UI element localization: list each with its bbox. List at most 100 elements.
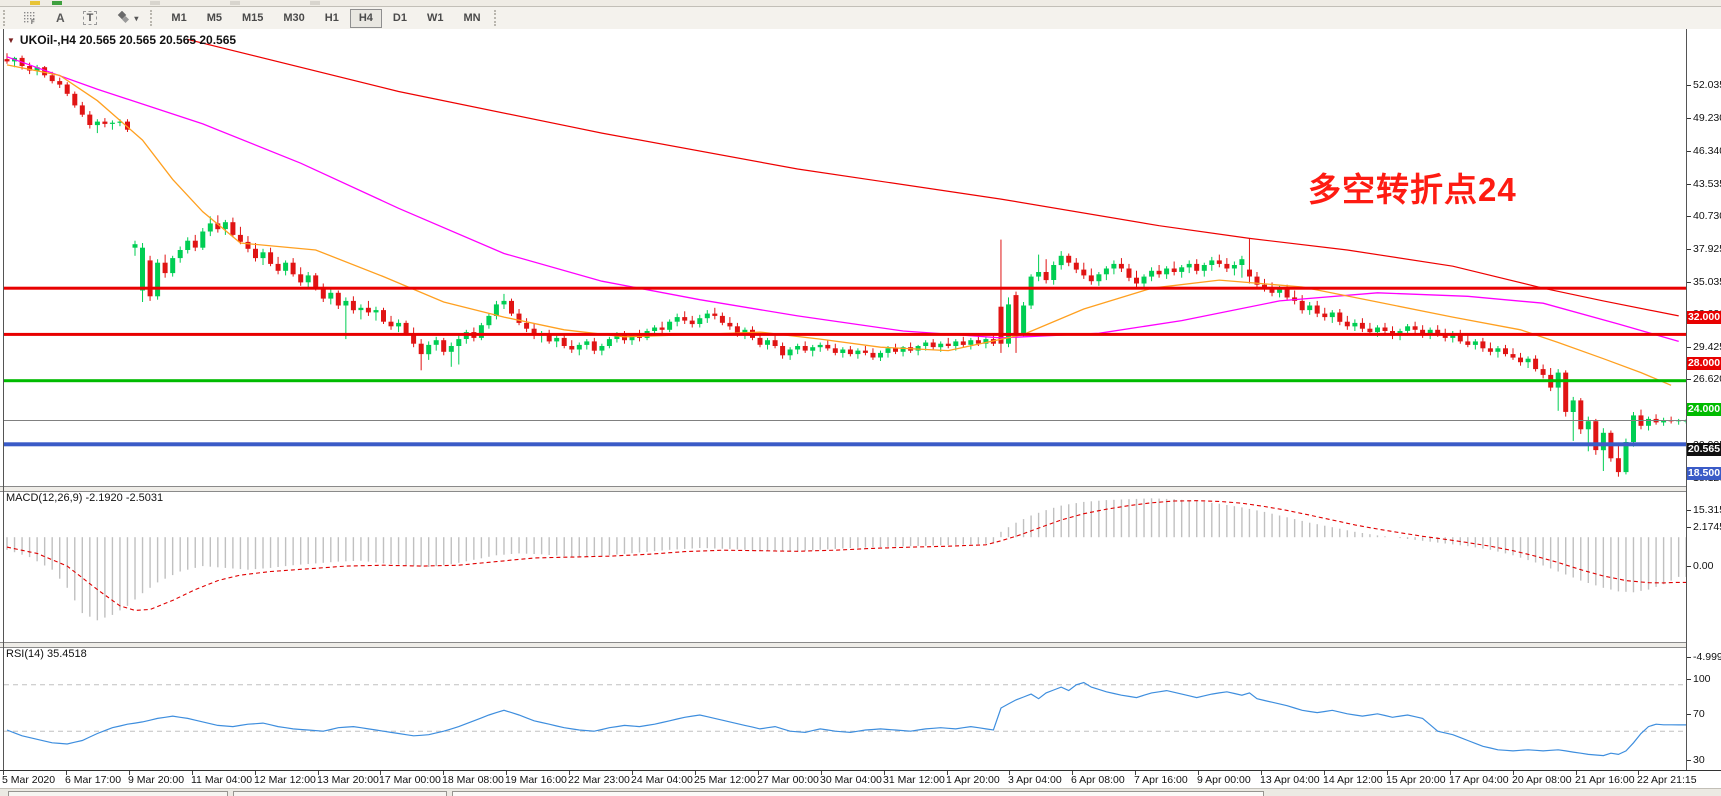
macd-panel[interactable] xyxy=(0,492,1687,642)
panel-separator[interactable] xyxy=(0,486,1687,492)
price-axis-label: 26.620 xyxy=(1693,373,1721,385)
horizontal-line-28 xyxy=(4,332,1686,336)
timeframe-button-H1[interactable]: H1 xyxy=(324,11,339,24)
chart-menu-icon[interactable]: ▼ xyxy=(7,35,15,45)
panel-separator[interactable] xyxy=(0,642,1687,648)
price-axis-label: 100 xyxy=(1693,673,1711,685)
timeframe-button-D1[interactable]: D1 xyxy=(392,11,407,24)
axis-tick-mark xyxy=(1687,249,1691,250)
time-tick-mark xyxy=(129,771,130,775)
chart-region: ▼ UKOil-,H4 20.565 20.565 20.565 20.565 … xyxy=(0,29,1721,796)
timeframe-toolbar: M1 M5 M15 M30 H1 H4 D1 W1 MN xyxy=(161,8,490,28)
text-label-tool-button[interactable]: T xyxy=(76,9,105,27)
time-axis-label: 31 Mar 12:00 xyxy=(883,774,945,786)
timeframe-button-MN[interactable]: MN xyxy=(463,11,481,24)
time-tick-mark xyxy=(947,771,948,775)
axis-separator xyxy=(1686,29,1687,770)
time-axis-label: 3 Apr 04:00 xyxy=(1008,774,1062,786)
chevron-down-icon: ▾ xyxy=(134,13,139,23)
time-tick-mark xyxy=(1576,771,1577,775)
time-axis-label: 27 Mar 00:00 xyxy=(757,774,819,786)
price-axis-label: 52.035 xyxy=(1693,79,1721,91)
timeframe-button-W1[interactable]: W1 xyxy=(426,11,444,24)
crosshair-grid-tool-button[interactable]: F xyxy=(16,9,45,27)
price-axis-label: 46.340 xyxy=(1693,145,1721,157)
price-axis[interactable]: 52.035 49.230 46.340 43.535 40.730 37.925 35.0… xyxy=(1687,58,1721,796)
time-tick-mark xyxy=(1387,771,1388,775)
price-axis-label: 49.230 xyxy=(1693,112,1721,124)
window-tab[interactable] xyxy=(452,791,1264,796)
grid-dots-icon: F xyxy=(24,12,35,25)
timeframe-button-M5[interactable]: M5 xyxy=(206,11,222,24)
text-tool-button[interactable]: A xyxy=(49,9,72,27)
axis-tick-mark xyxy=(1687,184,1691,185)
time-tick-mark xyxy=(569,771,570,775)
price-line-label-20.565: 20.565 xyxy=(1687,443,1721,456)
timeframe-button-H4[interactable]: H4 xyxy=(349,8,382,28)
toolbar-grip[interactable] xyxy=(150,10,156,26)
main-price-chart[interactable] xyxy=(0,29,1687,486)
time-tick-mark xyxy=(632,771,633,775)
time-axis-label: 22 Mar 23:00 xyxy=(568,774,630,786)
price-axis-label: 43.535 xyxy=(1693,178,1721,190)
timeframe-button-M15[interactable]: M15 xyxy=(241,11,264,24)
toolbar-grip[interactable] xyxy=(3,10,9,26)
svg-text:F: F xyxy=(31,20,35,25)
macd-signal-line xyxy=(6,500,1687,611)
price-line-label-32.000: 32.000 xyxy=(1687,311,1721,324)
time-axis-label: 13 Apr 04:00 xyxy=(1260,774,1320,786)
time-tick-mark xyxy=(318,771,319,775)
price-axis-label: 70 xyxy=(1693,708,1705,720)
price-axis-label: 0.00 xyxy=(1693,560,1714,572)
time-tick-mark xyxy=(3,771,4,775)
time-axis[interactable]: 5 Mar 2020 6 Mar 17:00 9 Mar 20:00 11 Mar 0… xyxy=(0,770,1721,789)
chart-annotation[interactable]: 多空转折点24 xyxy=(1308,171,1517,208)
time-axis-label: 6 Mar 17:00 xyxy=(65,774,122,786)
time-axis-label: 9 Apr 00:00 xyxy=(1197,774,1251,786)
horizontal-line-32 xyxy=(4,286,1686,290)
time-axis-label: 25 Mar 12:00 xyxy=(694,774,756,786)
axis-tick-mark xyxy=(1687,379,1691,380)
window-tab[interactable] xyxy=(8,791,228,796)
timeframe-button-M30[interactable]: M30 xyxy=(283,11,305,24)
price-axis-label: 37.925 xyxy=(1693,243,1721,255)
rsi-panel[interactable] xyxy=(0,648,1687,770)
time-tick-mark xyxy=(1135,771,1136,775)
price-line-label-24.000: 24.000 xyxy=(1687,403,1721,416)
time-tick-mark xyxy=(1072,771,1073,775)
time-axis-label: 11 Mar 04:00 xyxy=(191,774,253,786)
shapes-tool-button[interactable]: ▾ xyxy=(108,9,145,27)
toolbar-grip[interactable] xyxy=(493,10,500,26)
axis-tick-mark xyxy=(1687,527,1691,528)
time-tick-mark xyxy=(66,771,67,775)
axis-tick-mark xyxy=(1687,85,1691,86)
time-axis-label: 14 Apr 12:00 xyxy=(1323,774,1383,786)
time-tick-mark xyxy=(1261,771,1262,775)
axis-tick-mark xyxy=(1687,510,1691,511)
time-tick-mark xyxy=(821,771,822,775)
time-tick-mark xyxy=(758,771,759,775)
price-line-label-28.000: 28.000 xyxy=(1687,357,1721,370)
time-axis-label: 20 Apr 08:00 xyxy=(1512,774,1572,786)
rsi-line xyxy=(6,681,1687,757)
axis-tick-mark xyxy=(1687,151,1691,152)
macd-indicator-label: MACD(12,26,9) -2.1920 -2.5031 xyxy=(6,492,164,504)
window-tab[interactable] xyxy=(233,791,447,796)
toolbar-row-partial xyxy=(0,0,1721,7)
price-axis-label: 35.035 xyxy=(1693,276,1721,288)
axis-tick-mark xyxy=(1687,118,1691,119)
axis-tick-mark xyxy=(1687,347,1691,348)
horizontal-line-18.5 xyxy=(4,442,1686,447)
time-axis-label: 17 Apr 04:00 xyxy=(1449,774,1509,786)
toolbar-fragment-icon xyxy=(52,1,62,5)
axis-tick-mark xyxy=(1687,657,1691,658)
timeframe-button-M1[interactable]: M1 xyxy=(171,11,187,24)
time-axis-label: 1 Apr 20:00 xyxy=(946,774,1000,786)
time-tick-mark xyxy=(884,771,885,775)
letter-t-dashed-icon: T xyxy=(82,11,98,25)
time-tick-mark xyxy=(255,771,256,775)
axis-tick-mark xyxy=(1687,216,1691,217)
rsi-indicator-label: RSI(14) 35.4518 xyxy=(6,648,87,660)
symbol-ohlc-text: UKOil-,H4 20.565 20.565 20.565 20.565 xyxy=(19,33,237,47)
